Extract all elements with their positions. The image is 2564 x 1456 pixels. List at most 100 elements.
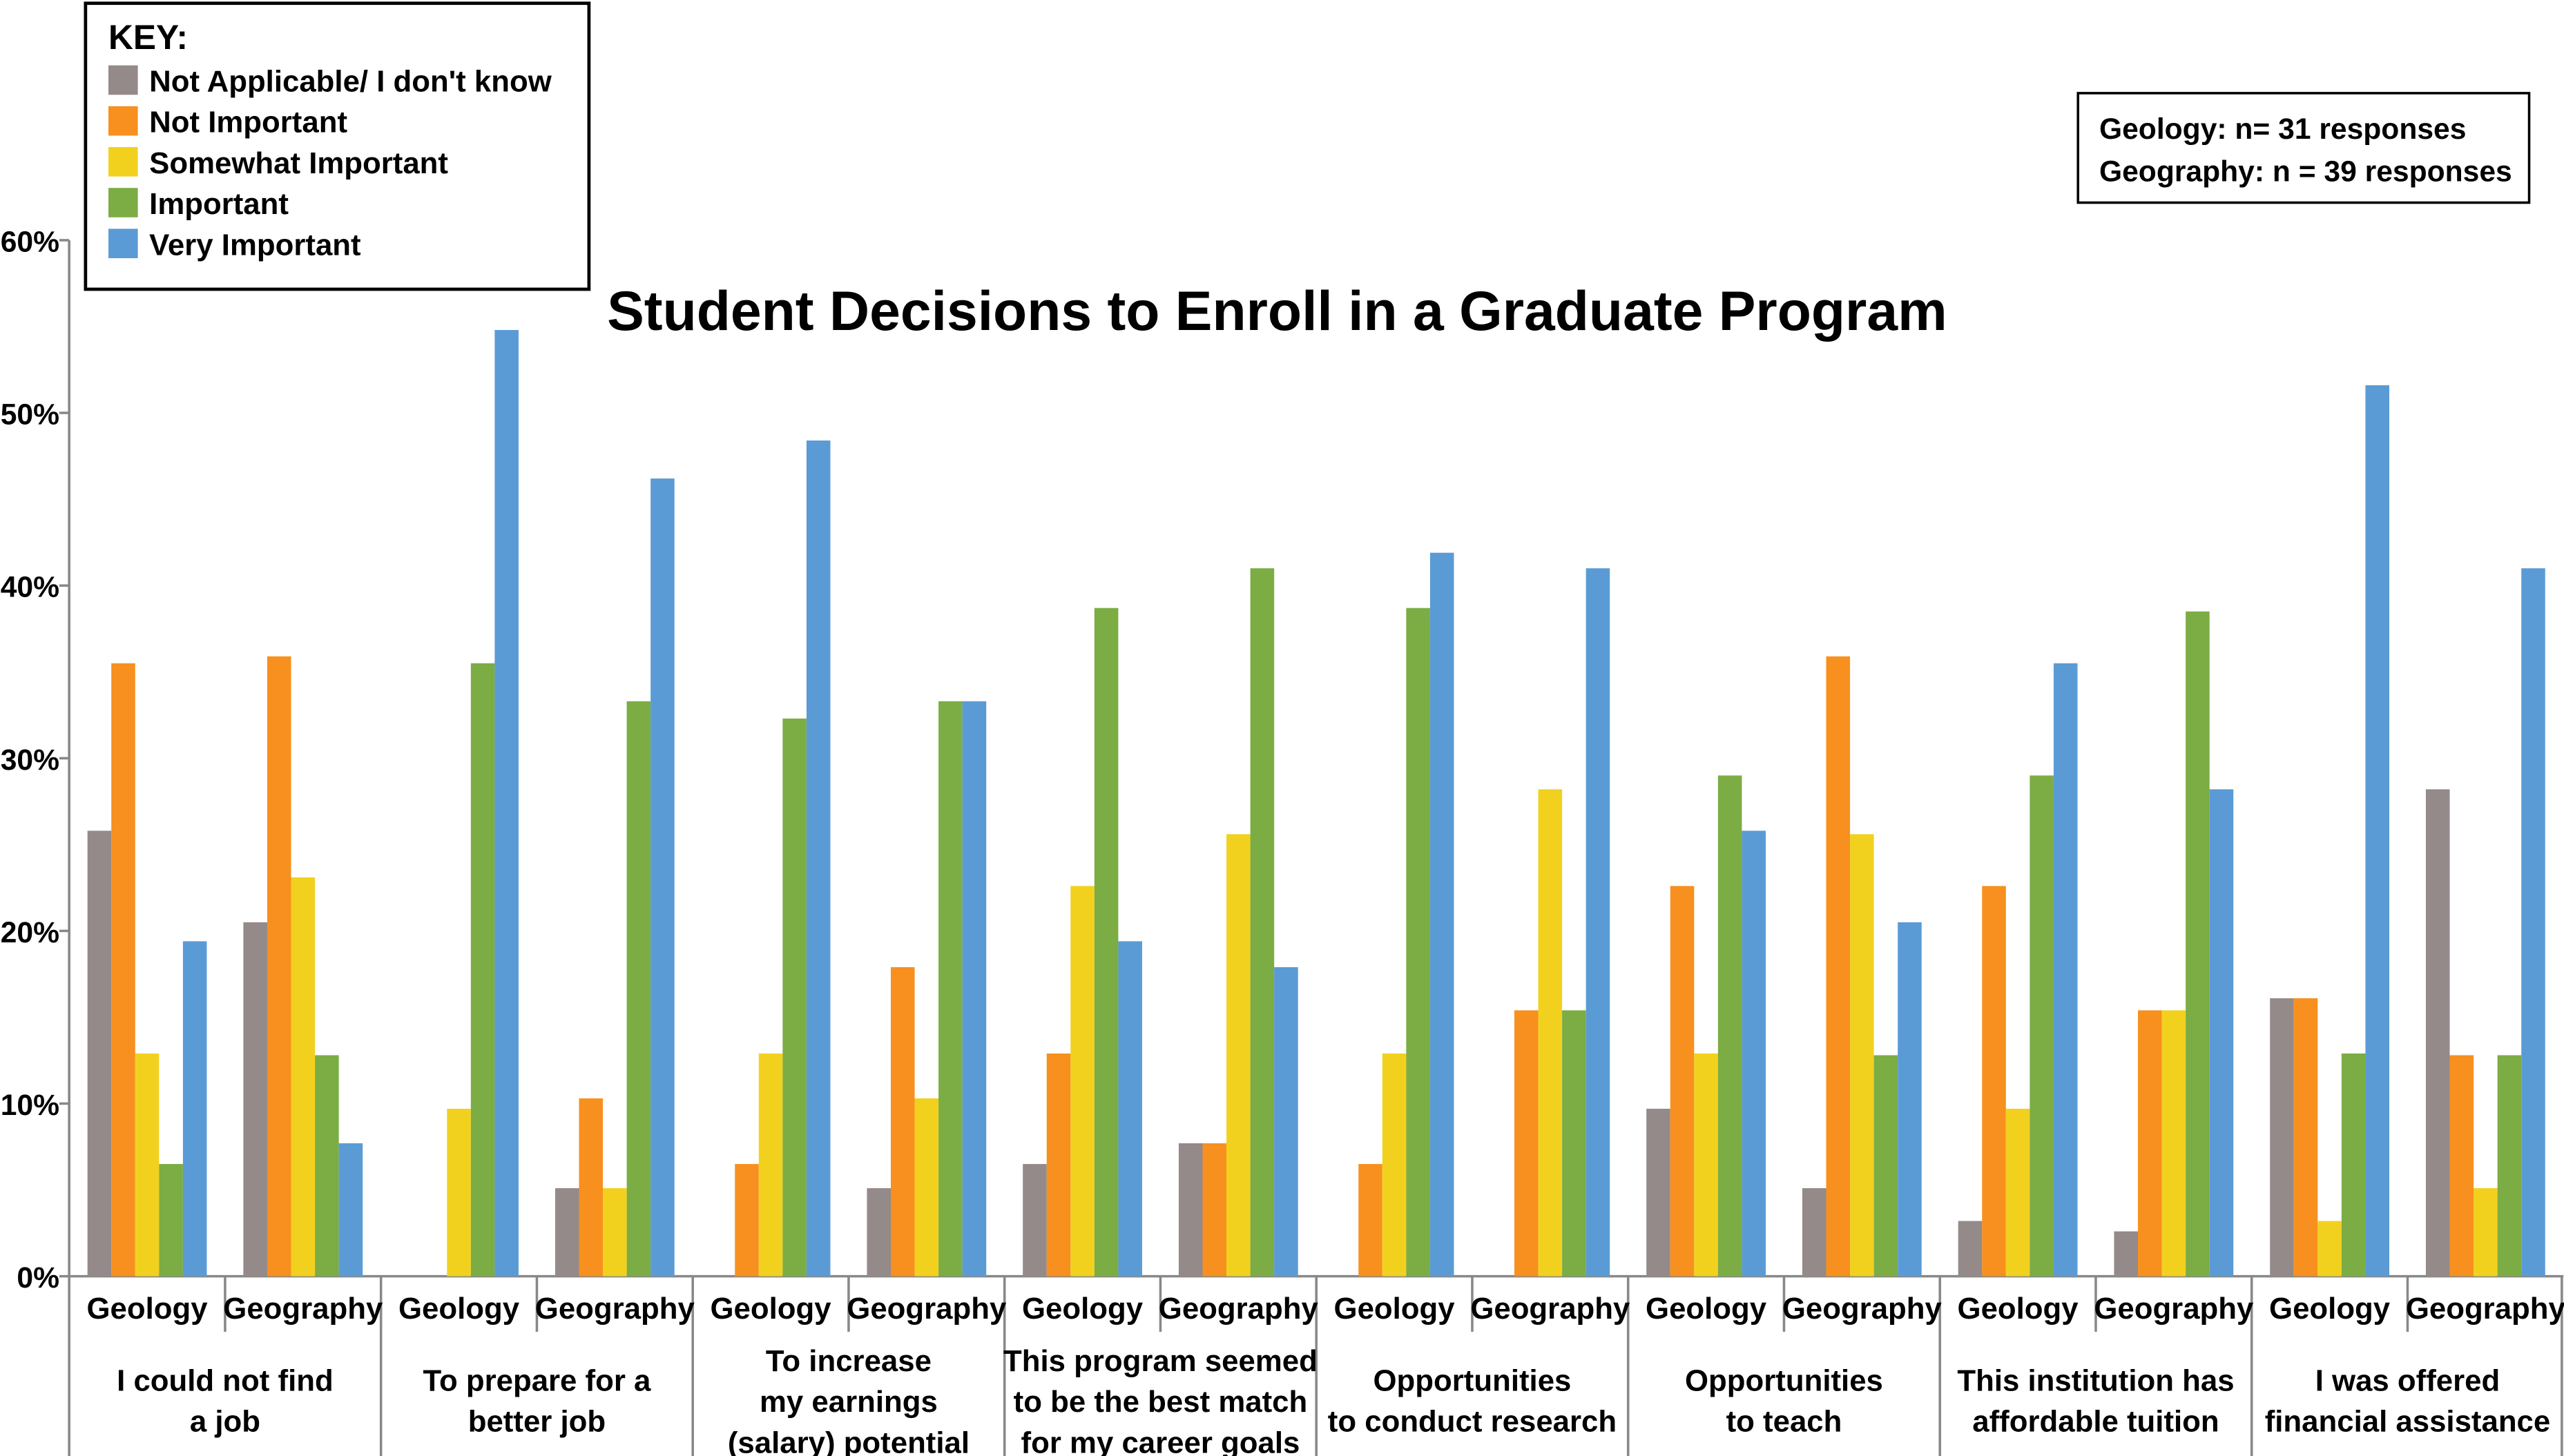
bar-somewhat-important bbox=[1850, 834, 1874, 1277]
bar-somewhat-important bbox=[1694, 1053, 1718, 1277]
bar-important bbox=[1094, 608, 1119, 1277]
bar-very-important bbox=[1429, 552, 1454, 1277]
category-label: This program seemed bbox=[1003, 1344, 1318, 1378]
bar-important bbox=[2341, 1053, 2366, 1277]
bar-somewhat-important bbox=[603, 1188, 627, 1277]
bar-important bbox=[2497, 1055, 2522, 1277]
chart-title: Student Decisions to Enroll in a Graduat… bbox=[607, 280, 1947, 342]
bar-very-important bbox=[2053, 663, 2078, 1277]
group-label: Geology bbox=[1022, 1292, 1144, 1326]
category-label: a job bbox=[190, 1404, 260, 1438]
bar-very-important bbox=[338, 1143, 363, 1277]
bar-somewhat-important bbox=[914, 1098, 939, 1277]
category-label: (salary) potential bbox=[728, 1426, 970, 1456]
bar-very-important bbox=[1742, 831, 1766, 1277]
bar-somewhat-important bbox=[447, 1109, 471, 1277]
bar-important bbox=[1406, 608, 1430, 1277]
bar-not-applicable-i-don-t-know bbox=[1178, 1143, 1203, 1277]
bar-very-important bbox=[182, 941, 207, 1277]
bar-somewhat-important bbox=[1538, 789, 1563, 1277]
y-tick-label: 10% bbox=[1, 1089, 59, 1122]
bar-not-important bbox=[2293, 998, 2318, 1277]
bar-not-important bbox=[579, 1098, 604, 1277]
bar-not-applicable-i-don-t-know bbox=[87, 831, 112, 1277]
bar-important bbox=[938, 701, 963, 1277]
category-label: to be the best match bbox=[1014, 1385, 1308, 1419]
group-label: Geology bbox=[398, 1292, 520, 1326]
bar-important bbox=[159, 1164, 183, 1277]
category-label: my earnings bbox=[760, 1385, 938, 1419]
bar-somewhat-important bbox=[758, 1053, 783, 1277]
category-label: affordable tuition bbox=[1972, 1404, 2219, 1438]
bar-very-important bbox=[494, 330, 519, 1277]
group-label: Geography bbox=[2406, 1292, 2564, 1326]
bar-important bbox=[315, 1055, 339, 1277]
bar-not-important bbox=[1202, 1143, 1227, 1277]
bar-somewhat-important bbox=[1226, 834, 1251, 1277]
x-axis-labels: Geology Geography I could not find a job Geo… bbox=[87, 1292, 2564, 1456]
legend-swatch bbox=[108, 106, 138, 136]
group-label: Geography bbox=[1470, 1292, 1630, 1326]
bar-somewhat-important bbox=[291, 877, 316, 1277]
bar-somewhat-important bbox=[2161, 1010, 2186, 1277]
group-label: Geology bbox=[711, 1292, 832, 1326]
group-label: Geology bbox=[87, 1292, 209, 1326]
note-line-geology: Geology: n= 31 responses bbox=[2099, 113, 2466, 146]
group-label: Geography bbox=[847, 1292, 1007, 1326]
category-label: to teach bbox=[1726, 1404, 1842, 1438]
bar-not-applicable-i-don-t-know bbox=[1802, 1188, 1826, 1277]
bar-important bbox=[2030, 775, 2054, 1277]
bar-not-important bbox=[267, 656, 291, 1277]
category-label: To prepare for a bbox=[423, 1363, 651, 1397]
bar-not-applicable-i-don-t-know bbox=[555, 1188, 579, 1277]
category-label: financial assistance bbox=[2265, 1404, 2551, 1438]
group-label: Geology bbox=[2269, 1292, 2391, 1326]
group-label: Geology bbox=[1958, 1292, 2079, 1326]
bar-very-important bbox=[1274, 967, 1298, 1277]
bar-very-important bbox=[2521, 568, 2545, 1277]
group-label: Geography bbox=[1782, 1292, 1943, 1326]
bar-important bbox=[1250, 568, 1275, 1277]
legend-entry: Very Important bbox=[149, 228, 361, 262]
bar-important bbox=[626, 701, 651, 1277]
legend-swatch bbox=[108, 188, 138, 217]
bar-important bbox=[1562, 1010, 1586, 1277]
bar-not-important bbox=[735, 1164, 759, 1277]
bar-important bbox=[782, 718, 807, 1277]
y-tick-label: 20% bbox=[1, 916, 59, 949]
bar-very-important bbox=[962, 701, 987, 1277]
bar-not-important bbox=[1358, 1164, 1382, 1277]
legend-entry: Not Applicable/ I don't know bbox=[149, 65, 552, 99]
bar-important bbox=[1873, 1055, 1898, 1277]
category-label: Opportunities bbox=[1685, 1363, 1883, 1397]
legend-entry: Important bbox=[149, 187, 289, 221]
bar-not-applicable-i-don-t-know bbox=[2425, 789, 2450, 1277]
bar-very-important bbox=[1585, 568, 1610, 1277]
bar-not-important bbox=[2449, 1055, 2474, 1277]
bar-not-important bbox=[1826, 656, 1851, 1277]
category-label: I could not find bbox=[117, 1363, 334, 1397]
bar-somewhat-important bbox=[2317, 1221, 2342, 1277]
legend-swatch bbox=[108, 229, 138, 258]
bar-very-important bbox=[1898, 922, 1922, 1277]
bar-very-important bbox=[650, 478, 675, 1277]
category-label: better job bbox=[468, 1404, 606, 1438]
bar-not-important bbox=[890, 967, 915, 1277]
category-label: I was offered bbox=[2315, 1363, 2500, 1397]
bar-not-important bbox=[1046, 1053, 1071, 1277]
category-label: for my career goals bbox=[1021, 1426, 1300, 1456]
bar-important bbox=[2186, 611, 2210, 1277]
bar-not-applicable-i-don-t-know bbox=[243, 922, 267, 1277]
group-label: Geography bbox=[535, 1292, 695, 1326]
bar-not-important bbox=[1670, 886, 1695, 1277]
bar-somewhat-important bbox=[2474, 1188, 2498, 1277]
bars bbox=[87, 330, 2545, 1277]
legend-title: KEY: bbox=[108, 18, 188, 57]
bar-not-applicable-i-don-t-know bbox=[2114, 1231, 2139, 1277]
bar-not-applicable-i-don-t-know bbox=[867, 1188, 891, 1277]
bar-important bbox=[470, 663, 495, 1277]
y-tick-label: 50% bbox=[1, 398, 59, 431]
bar-not-important bbox=[2138, 1010, 2162, 1277]
group-label: Geology bbox=[1646, 1292, 1767, 1326]
